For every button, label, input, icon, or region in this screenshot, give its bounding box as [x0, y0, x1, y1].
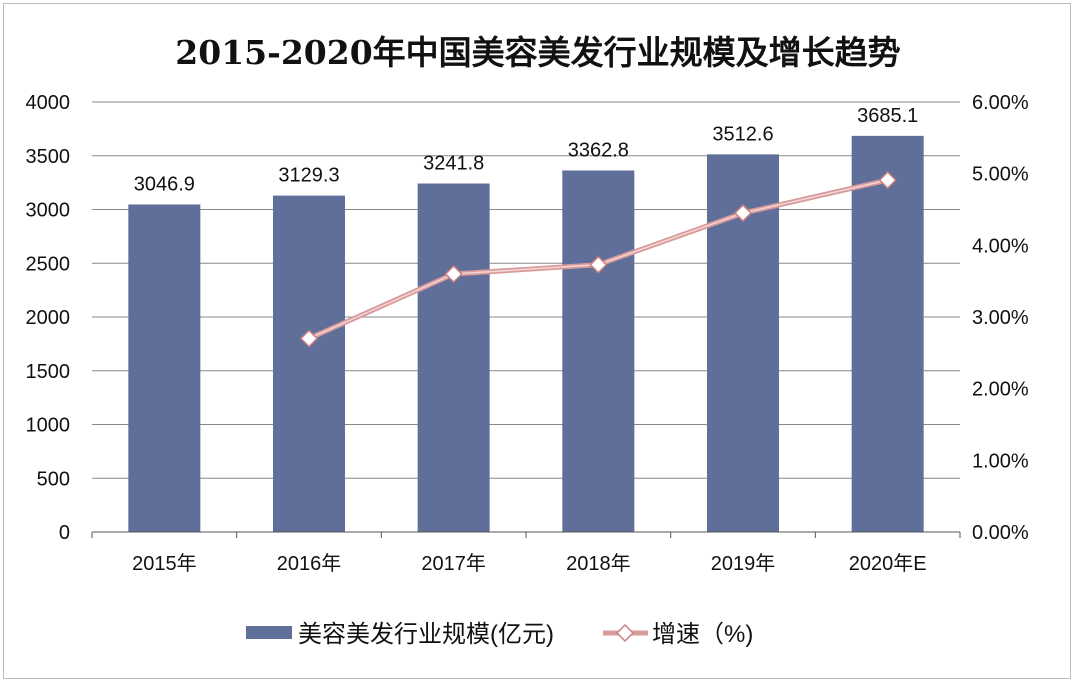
bar [417, 183, 490, 532]
y-left-tick: 1000 [26, 415, 71, 437]
y-right-tick: 4.00% [972, 235, 1029, 257]
growth-marker [878, 171, 897, 190]
bar-data-label: 3685.1 [857, 105, 918, 127]
bar-data-label: 3046.9 [134, 173, 195, 195]
growth-marker [299, 329, 319, 348]
y-left-tick: 0 [59, 522, 70, 544]
legend-bar-swatch [246, 626, 292, 639]
y-right-tick: 1.00% [972, 450, 1029, 472]
y-left-tick: 2500 [26, 253, 71, 275]
bar [128, 204, 201, 532]
y-right-tick: 3.00% [972, 307, 1029, 329]
legend-line-label: 增速（%) [652, 621, 753, 648]
x-tick-label: 2015年 [132, 552, 197, 575]
bar-data-label: 3241.8 [423, 153, 484, 175]
bar-data-label: 3129.3 [278, 165, 339, 187]
x-tick-label: 2018年 [566, 552, 631, 575]
bar [562, 170, 635, 532]
y-left-tick: 1500 [26, 361, 71, 383]
y-left-tick: 2000 [26, 307, 71, 329]
legend-line-marker [615, 623, 635, 643]
y-left-tick: 3000 [26, 200, 71, 222]
growth-marker [733, 204, 753, 223]
x-tick-label: 2016年 [277, 552, 342, 575]
chart-frame [3, 3, 1071, 679]
bar-data-label: 3362.8 [568, 139, 629, 161]
y-left-tick: 4000 [26, 92, 71, 114]
y-left-tick: 500 [37, 468, 70, 490]
y-right-tick: 0.00% [972, 522, 1029, 544]
legend-bar-label: 美容美发行业规模(亿元) [298, 621, 554, 648]
bar-data-label: 3512.6 [712, 123, 773, 145]
chart-title: 2015-2020年中国美容美发行业规模及增长趋势 [175, 33, 900, 72]
y-left-tick: 3500 [26, 146, 71, 168]
x-tick-label: 2019年 [711, 552, 776, 575]
y-right-tick: 5.00% [972, 164, 1029, 186]
growth-marker [444, 264, 463, 284]
x-tick-label: 2020年E [849, 552, 927, 575]
bar [273, 195, 345, 532]
growth-marker [589, 255, 608, 274]
bar [851, 135, 924, 532]
y-right-tick: 2.00% [972, 379, 1029, 401]
x-tick-label: 2017年 [421, 552, 486, 575]
y-right-tick: 6.00% [972, 92, 1029, 114]
